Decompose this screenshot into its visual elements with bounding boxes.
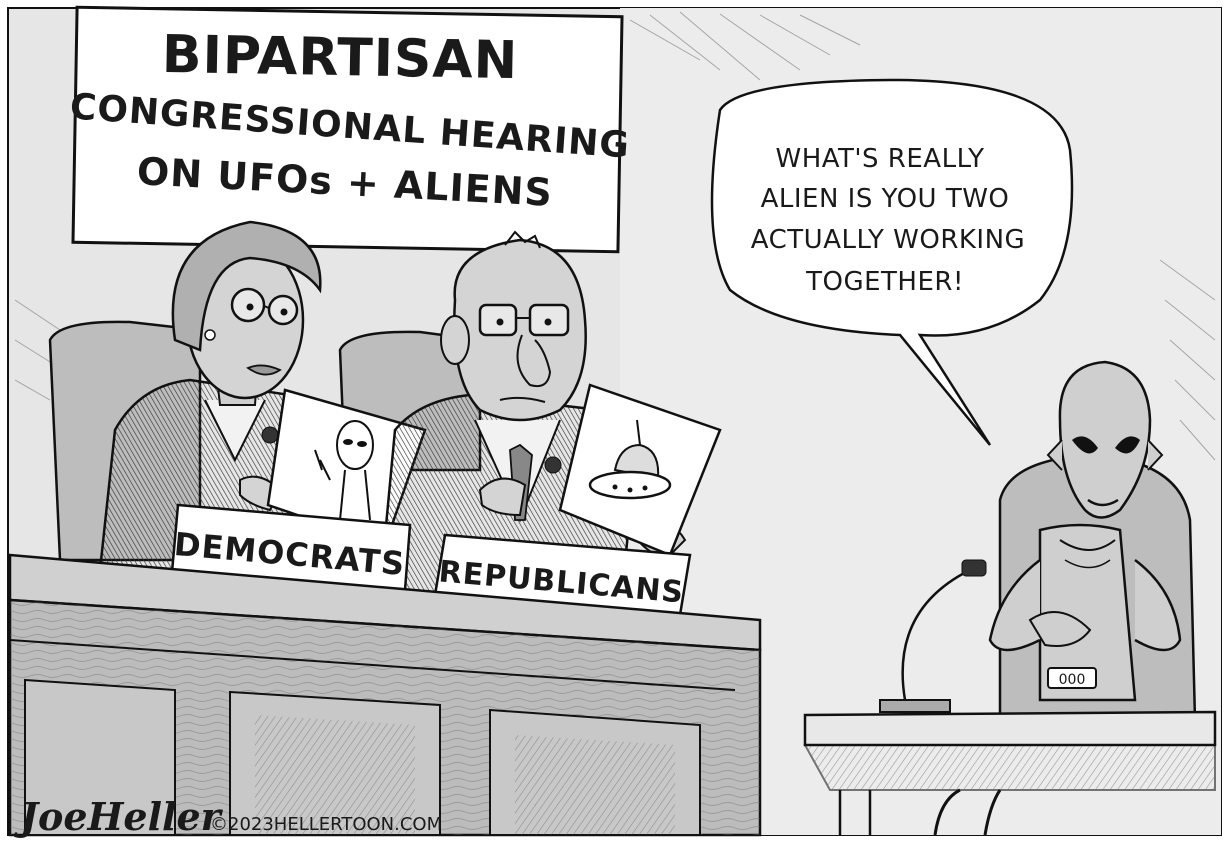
ufo-drawing-paper <box>558 383 722 557</box>
signature-artist: JoeHeller <box>14 794 224 839</box>
bubble-line-4: TOGETHER! <box>805 267 964 297</box>
alien-witness: 000 <box>933 360 1182 836</box>
congressional-dais <box>8 553 762 837</box>
alien-head <box>1058 360 1152 519</box>
witness-microphone <box>879 559 987 713</box>
bubble-line-2: ALIEN IS YOU TWO <box>761 184 1010 214</box>
bubble-line-3: ACTUALLY WORKING <box>751 225 1025 255</box>
witness-table <box>803 710 1217 835</box>
speech-bubble: WHAT'S REALLY ALIEN IS YOU TWO ACTUALLY … <box>710 78 1074 446</box>
banner-line-1: BIPARTISAN <box>161 25 518 91</box>
democrats-nameplate: DEMOCRATS <box>170 503 412 592</box>
hearing-banner: BIPARTISAN CONGRESSIONAL HEARING ON UFOs… <box>69 5 631 254</box>
alien-eye-left <box>1072 436 1098 454</box>
bubble-line-1: WHAT'S REALLY <box>775 144 984 174</box>
background-shading <box>14 11 1216 461</box>
artist-signature: JoeHeller ©2023HELLERTOON.COM <box>14 794 442 839</box>
alien-badge <box>1047 667 1097 689</box>
signature-credit: ©2023HELLERTOON.COM <box>210 814 442 835</box>
alien-badge-text: 000 <box>1059 672 1086 688</box>
alien-eye-right <box>1115 436 1140 454</box>
